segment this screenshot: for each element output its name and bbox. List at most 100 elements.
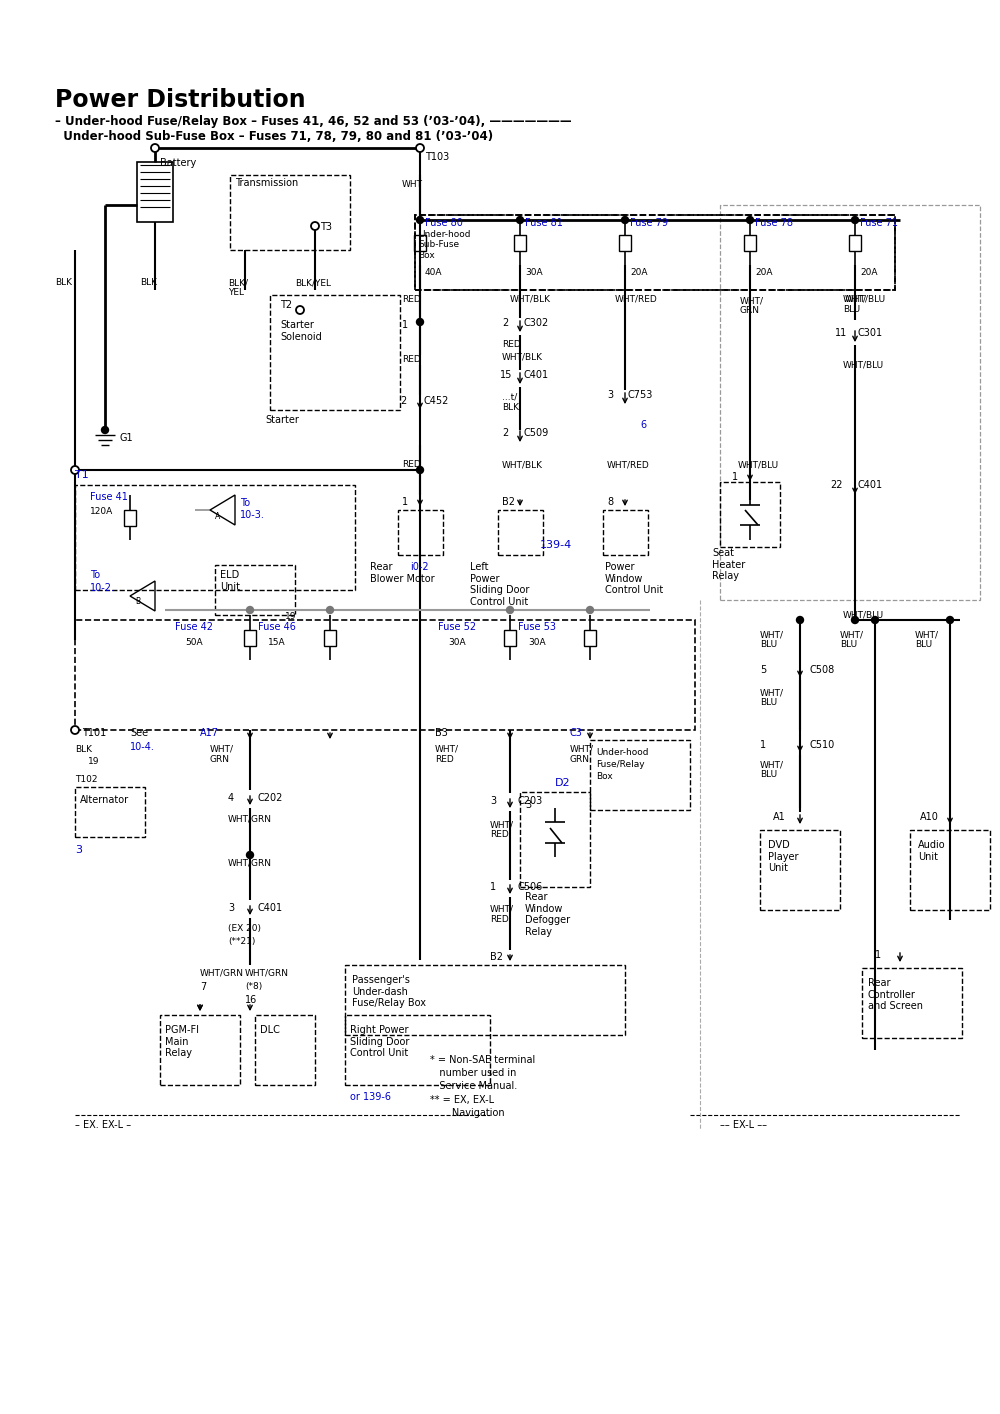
Text: Fuse/Relay: Fuse/Relay bbox=[596, 759, 645, 769]
Bar bbox=[720, 205, 980, 600]
Text: C202: C202 bbox=[258, 793, 283, 803]
Text: Rear
Controller
and Screen: Rear Controller and Screen bbox=[868, 978, 923, 1011]
Text: 19: 19 bbox=[285, 612, 296, 621]
Circle shape bbox=[296, 305, 304, 314]
Text: Under-hood
Sub-Fuse
Box: Under-hood Sub-Fuse Box bbox=[418, 230, 471, 260]
Text: 6: 6 bbox=[640, 420, 646, 430]
Bar bbox=[520, 792, 590, 887]
Text: B3: B3 bbox=[435, 728, 448, 738]
Text: (**21): (**21) bbox=[228, 937, 255, 946]
Text: 10-3.: 10-3. bbox=[240, 510, 265, 520]
Text: 7: 7 bbox=[200, 981, 206, 993]
Text: 19: 19 bbox=[88, 756, 100, 766]
Text: A: A bbox=[215, 512, 220, 520]
Text: C753: C753 bbox=[628, 390, 653, 400]
Text: B2: B2 bbox=[502, 496, 515, 508]
Text: Starter: Starter bbox=[265, 414, 299, 426]
Bar bbox=[619, 235, 631, 250]
Text: WHT/BLU: WHT/BLU bbox=[843, 609, 884, 619]
Text: BLK/YEL: BLK/YEL bbox=[295, 279, 331, 287]
Text: 8: 8 bbox=[607, 496, 613, 508]
Text: Fuse 42: Fuse 42 bbox=[175, 622, 213, 632]
Text: See: See bbox=[130, 728, 148, 738]
Text: 1: 1 bbox=[875, 950, 881, 960]
Text: WHT/BLK: WHT/BLK bbox=[502, 460, 543, 469]
Text: RED: RED bbox=[402, 296, 421, 304]
Circle shape bbox=[71, 725, 79, 734]
Text: Under-hood Sub-Fuse Box – Fuses 71, 78, 79, 80 and 81 (’03-’04): Under-hood Sub-Fuse Box – Fuses 71, 78, … bbox=[55, 130, 493, 143]
Text: WHT/
RED: WHT/ RED bbox=[490, 905, 514, 925]
Circle shape bbox=[946, 617, 954, 624]
Text: C302: C302 bbox=[523, 318, 548, 328]
Text: i0-2: i0-2 bbox=[410, 561, 429, 573]
Text: 1: 1 bbox=[732, 472, 738, 482]
Circle shape bbox=[507, 607, 514, 614]
Text: Fuse 53: Fuse 53 bbox=[518, 622, 556, 632]
Bar bbox=[590, 740, 690, 810]
Bar bbox=[760, 830, 840, 911]
Text: T101: T101 bbox=[82, 728, 106, 738]
Text: 30A: 30A bbox=[528, 638, 546, 648]
Text: 3: 3 bbox=[228, 904, 234, 913]
Text: RED: RED bbox=[402, 460, 421, 469]
Bar bbox=[215, 566, 295, 615]
Text: 1: 1 bbox=[490, 882, 496, 892]
Circle shape bbox=[326, 607, 334, 614]
Text: WHT/BLU: WHT/BLU bbox=[738, 460, 779, 469]
Text: 11: 11 bbox=[835, 328, 847, 338]
Text: WHT/
GRN: WHT/ GRN bbox=[740, 296, 764, 315]
Text: (*8): (*8) bbox=[245, 981, 262, 991]
Text: C203: C203 bbox=[518, 796, 543, 806]
Text: B2: B2 bbox=[490, 952, 503, 962]
Text: PGM-FI
Main
Relay: PGM-FI Main Relay bbox=[165, 1025, 199, 1058]
Text: T2: T2 bbox=[280, 300, 292, 310]
Circle shape bbox=[246, 607, 254, 614]
Text: – Under-hood Fuse/Relay Box – Fuses 41, 46, 52 and 53 (’03-’04), ———————: – Under-hood Fuse/Relay Box – Fuses 41, … bbox=[55, 115, 572, 129]
Text: C452: C452 bbox=[423, 396, 448, 406]
Bar bbox=[849, 235, 861, 250]
Text: WHT/
RED: WHT/ RED bbox=[435, 745, 459, 765]
Text: * = Non-SAE terminal: * = Non-SAE terminal bbox=[430, 1055, 535, 1065]
Circle shape bbox=[622, 216, 629, 223]
Circle shape bbox=[586, 607, 594, 614]
Circle shape bbox=[796, 617, 804, 624]
Bar bbox=[910, 830, 990, 911]
Text: Transmission: Transmission bbox=[235, 178, 298, 188]
Text: –– EX-L ––: –– EX-L –– bbox=[720, 1120, 767, 1130]
Text: WHT/GRN: WHT/GRN bbox=[228, 814, 272, 824]
Text: To: To bbox=[90, 570, 100, 580]
Text: BLK: BLK bbox=[75, 745, 92, 754]
Text: BLK/
YEL: BLK/ YEL bbox=[228, 279, 248, 297]
Text: Fuse 71: Fuse 71 bbox=[860, 218, 898, 228]
Text: number used in: number used in bbox=[430, 1068, 516, 1077]
Circle shape bbox=[872, 617, 879, 624]
Text: WHT/
BLU: WHT/ BLU bbox=[843, 296, 867, 314]
Text: 50A: 50A bbox=[185, 638, 203, 648]
Bar bbox=[75, 485, 355, 590]
Text: 120A: 120A bbox=[90, 508, 113, 516]
Text: C401: C401 bbox=[858, 479, 883, 491]
Text: T102: T102 bbox=[75, 775, 98, 783]
Bar bbox=[415, 215, 895, 290]
Bar bbox=[160, 1015, 240, 1085]
Text: Rear
Blower Motor: Rear Blower Motor bbox=[370, 561, 435, 584]
Text: RED: RED bbox=[502, 339, 521, 349]
Bar bbox=[862, 969, 962, 1038]
Text: WHT/
GRN: WHT/ GRN bbox=[570, 745, 594, 765]
Text: WHT/
BLU: WHT/ BLU bbox=[760, 689, 784, 707]
Bar bbox=[137, 163, 173, 222]
Text: C401: C401 bbox=[258, 904, 283, 913]
Text: WHT/
BLU: WHT/ BLU bbox=[760, 759, 784, 779]
Text: WHT/
RED: WHT/ RED bbox=[490, 820, 514, 840]
Text: 15: 15 bbox=[500, 370, 512, 380]
Text: RED: RED bbox=[402, 355, 421, 363]
Text: A10: A10 bbox=[920, 812, 939, 822]
Bar bbox=[504, 629, 516, 646]
Text: WHT/BLU: WHT/BLU bbox=[843, 361, 884, 369]
Text: ...t/
BLK: ...t/ BLK bbox=[502, 393, 519, 413]
Text: DVD
Player
Unit: DVD Player Unit bbox=[768, 840, 798, 874]
Text: WHT/
GRN: WHT/ GRN bbox=[210, 745, 234, 765]
Text: WHT/
BLU: WHT/ BLU bbox=[840, 631, 864, 649]
Text: or 139-6: or 139-6 bbox=[350, 1092, 391, 1102]
Text: 22: 22 bbox=[830, 479, 842, 491]
